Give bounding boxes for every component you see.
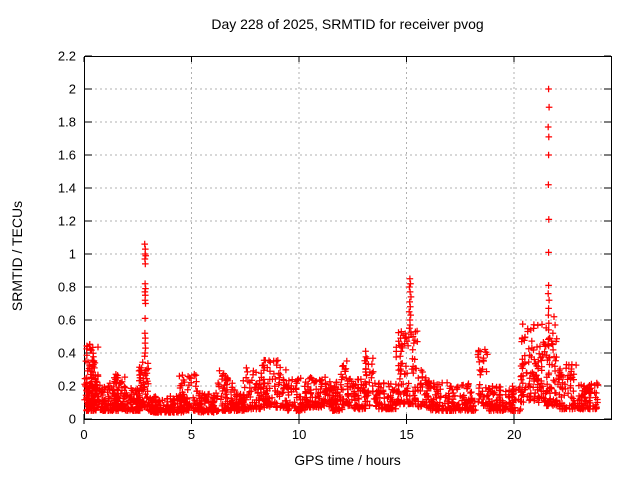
y-tick-label: 1.4	[58, 181, 76, 196]
x-tick-label: 15	[399, 427, 413, 442]
data-points-series	[81, 85, 602, 416]
x-tick-label: 5	[188, 427, 195, 442]
y-tick-label: 1	[69, 247, 76, 262]
y-tick-label: 0	[69, 412, 76, 427]
x-tick-label: 10	[292, 427, 306, 442]
y-tick-label: 1.6	[58, 148, 76, 163]
plot-border	[84, 56, 612, 420]
chart-title: Day 228 of 2025, SRMTID for receiver pvo…	[211, 16, 484, 32]
y-tick-label: 2.2	[58, 49, 76, 64]
y-tick-label: 1.8	[58, 115, 76, 130]
y-tick-label: 2	[69, 82, 76, 97]
y-tick-label: 0.8	[58, 280, 76, 295]
y-tick-label: 1.2	[58, 214, 76, 229]
x-axis-label: GPS time / hours	[294, 452, 401, 468]
y-tick-label: 0.6	[58, 313, 76, 328]
y-tick-label: 0.4	[58, 346, 76, 361]
x-tick-label: 20	[507, 427, 521, 442]
y-tick-label: 0.2	[58, 379, 76, 394]
x-tick-label: 0	[80, 427, 87, 442]
